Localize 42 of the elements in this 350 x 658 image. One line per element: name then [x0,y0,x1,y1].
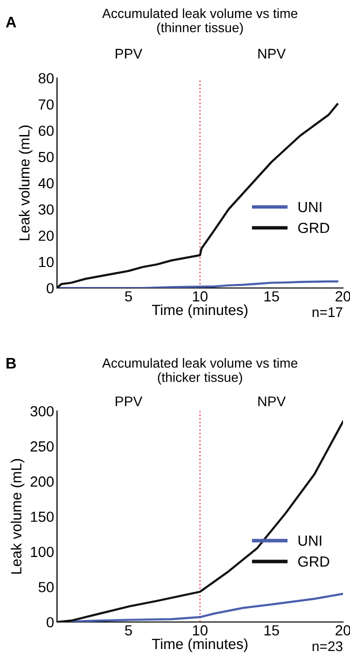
x-tick-label: 5 [125,625,132,636]
legend-label: UNI [298,202,322,212]
y-tick-label: 10 [39,256,54,268]
y-tick-label: 150 [31,512,54,522]
line-series [57,280,338,288]
text: PPV [116,48,142,58]
text: B [6,358,16,369]
y-tick-label: 200 [30,476,54,487]
y-tick-label: 80 [38,73,54,84]
x-tick-label: 15 [264,291,279,302]
text: NPV [258,396,286,406]
text: A [6,16,16,28]
x-axis-title: Time (minutes) [152,304,248,318]
chart-title: Accumulated leak volume vs time (thinner tissue) [102,8,298,35]
legend-label: UNI [298,536,322,546]
legend-label: GRD [298,222,330,234]
y-tick-label: 20 [38,230,54,241]
y-tick-label: 40 [38,178,54,188]
y-tick-label: 70 [38,99,54,110]
y-axis-title: Leak volume (mL) [10,459,24,574]
y-tick-label: 0 [46,617,54,628]
text: n=23 [312,641,342,652]
line-series [57,103,338,288]
y-tick-label: 30 [38,204,54,215]
x-tick-label: 5 [125,291,132,302]
y-tick-label: 250 [30,441,54,452]
x-tick-label: 10 [193,625,208,636]
x-axis-title: Time (minutes) [152,638,248,652]
text: PPV [116,396,142,406]
x-tick-label: 10 [193,291,208,302]
y-tick-label: 0 [46,283,54,294]
y-tick-label: 100 [31,546,54,558]
text: NPV [258,48,286,58]
chart-title: Accumulated leak volume vs time (thicker tissue) [102,358,298,385]
y-tick-label: 50 [38,582,54,592]
text: n=17 [312,307,342,317]
x-tick-label: 15 [264,625,279,636]
y-tick-label: 60 [38,126,54,136]
y-tick-label: 300 [30,406,54,416]
y-axis-title: Leak volume (mL) [18,126,32,240]
y-tick-label: 50 [38,152,54,162]
legend-label: GRD [298,556,330,567]
